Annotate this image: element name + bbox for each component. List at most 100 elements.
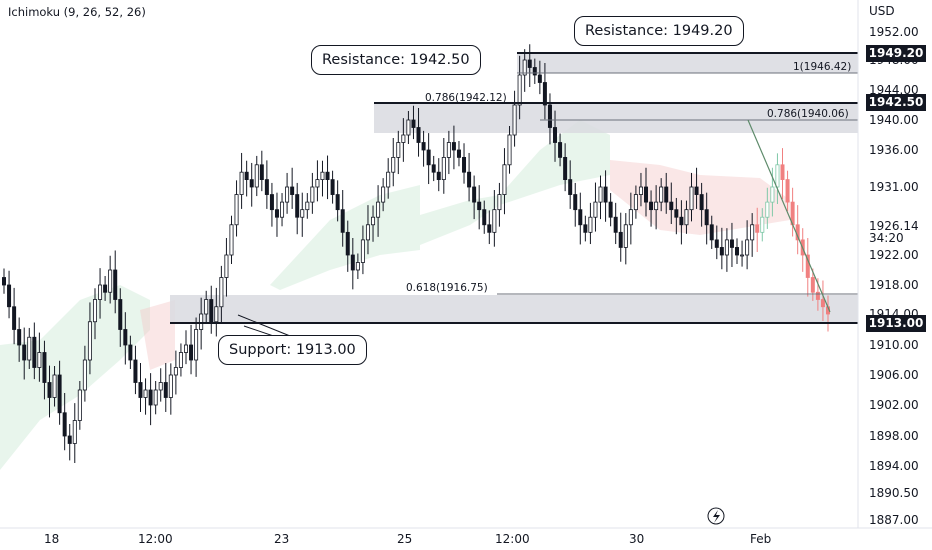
candle-down — [62, 412, 67, 437]
candle-up — [775, 164, 780, 188]
candle-down — [426, 149, 431, 166]
candle-up — [37, 352, 42, 368]
candle-down — [558, 142, 563, 158]
candle-up — [446, 142, 451, 158]
candle-down — [482, 209, 487, 226]
candle-down — [649, 201, 654, 211]
candle-up — [659, 186, 664, 203]
candle-down — [477, 201, 482, 211]
time-tick-25: 25 — [397, 532, 412, 546]
candle-up — [381, 186, 386, 203]
candle-up — [239, 171, 244, 195]
candle-down — [47, 382, 52, 398]
time-tick-1200-b: 12:00 — [495, 532, 530, 546]
time-tick-18: 18 — [44, 532, 59, 546]
price-tick-label: 1944.00 — [869, 83, 919, 97]
cloud-green-1 — [0, 285, 150, 470]
price-tick-label: 1902.00 — [869, 398, 919, 412]
candle-down — [613, 216, 618, 233]
price-tick-label: 1940.00 — [869, 113, 919, 127]
candle-down — [472, 186, 477, 203]
candle-up — [386, 171, 391, 188]
cloud-red-1 — [140, 300, 175, 370]
price-tick-label: 1936.00 — [869, 143, 919, 157]
candle-up — [178, 352, 183, 368]
callout-support: Support: 1913.00 — [218, 335, 367, 365]
candle-up — [305, 201, 310, 211]
candle-up — [98, 284, 103, 300]
candle-down — [603, 186, 608, 203]
candle-up — [77, 389, 82, 421]
current-price-tag — [866, 218, 926, 244]
candle-down — [679, 216, 684, 226]
candle-down — [148, 389, 153, 406]
candle-up — [254, 164, 259, 188]
price-tick-label: 1898.00 — [869, 429, 919, 443]
candle-down — [805, 254, 810, 278]
candle-down — [644, 186, 649, 203]
candle-down — [17, 329, 22, 346]
candle-down — [128, 344, 133, 361]
price-tick-label: 1887.00 — [869, 513, 919, 527]
candle-down — [42, 352, 47, 383]
candle-down — [694, 186, 699, 195]
time-tick-feb: Feb — [750, 532, 771, 546]
candle-up — [502, 164, 507, 195]
candle-down — [487, 224, 492, 233]
candle-down — [330, 179, 335, 195]
candle-down — [467, 171, 472, 188]
currency-label: USD — [869, 4, 895, 18]
candle-up — [87, 321, 92, 361]
candle-down — [295, 194, 300, 218]
candle-down — [259, 164, 264, 181]
lightning-icon[interactable] — [707, 507, 725, 525]
candle-down — [189, 344, 194, 361]
candle-down — [583, 224, 588, 233]
price-tick-label: 1922.00 — [869, 248, 919, 262]
candle-down — [704, 209, 709, 226]
candle-down — [269, 194, 274, 211]
candle-down — [22, 344, 27, 361]
candle-down — [421, 142, 426, 151]
candle-up — [765, 201, 770, 218]
candle-up — [512, 104, 517, 136]
fib-label-786-left: 0.786(1942.12) — [425, 92, 507, 104]
candle-down — [820, 299, 825, 308]
candle-down — [553, 127, 558, 143]
price-tick-label: 1910.00 — [869, 338, 919, 352]
candle-down — [568, 179, 573, 195]
time-tick-30: 30 — [629, 532, 644, 546]
candle-down — [345, 231, 350, 256]
candle-up — [745, 239, 750, 256]
fib-label-618: 0.618(1916.75) — [406, 282, 488, 294]
fib-label-786-right: 0.786(1940.06) — [767, 108, 849, 120]
candle-up — [82, 359, 87, 391]
candle-up — [27, 336, 32, 361]
candle-up — [108, 269, 113, 293]
candle-down — [608, 201, 613, 218]
time-tick-23: 23 — [274, 532, 289, 546]
countdown: 34:20 — [869, 231, 904, 245]
cloud-green-3 — [420, 120, 610, 245]
candle-up — [497, 194, 502, 211]
candle-up — [654, 201, 659, 211]
candle-down — [163, 382, 168, 398]
indicator-label[interactable]: Ichimoku (9, 26, 52, 26) — [8, 5, 146, 19]
support-zone — [170, 295, 858, 323]
candle-down — [669, 201, 674, 211]
candle-up — [517, 74, 522, 106]
fib-labels: 1(1946.42) 0.786(1940.06) 0.786(1942.12)… — [406, 61, 851, 294]
candle-down — [123, 329, 128, 346]
candle-down — [542, 82, 547, 106]
candle-up — [224, 254, 229, 278]
candle-up — [391, 156, 396, 173]
candle-up — [760, 216, 765, 233]
candle-up — [168, 374, 173, 398]
candle-down — [431, 164, 436, 173]
candle-down — [527, 59, 532, 68]
current-price: 1926.14 — [869, 219, 919, 233]
callout-resistance-top: Resistance: 1949.20 — [574, 16, 744, 46]
candle-up — [158, 382, 163, 391]
candle-up — [588, 216, 593, 233]
